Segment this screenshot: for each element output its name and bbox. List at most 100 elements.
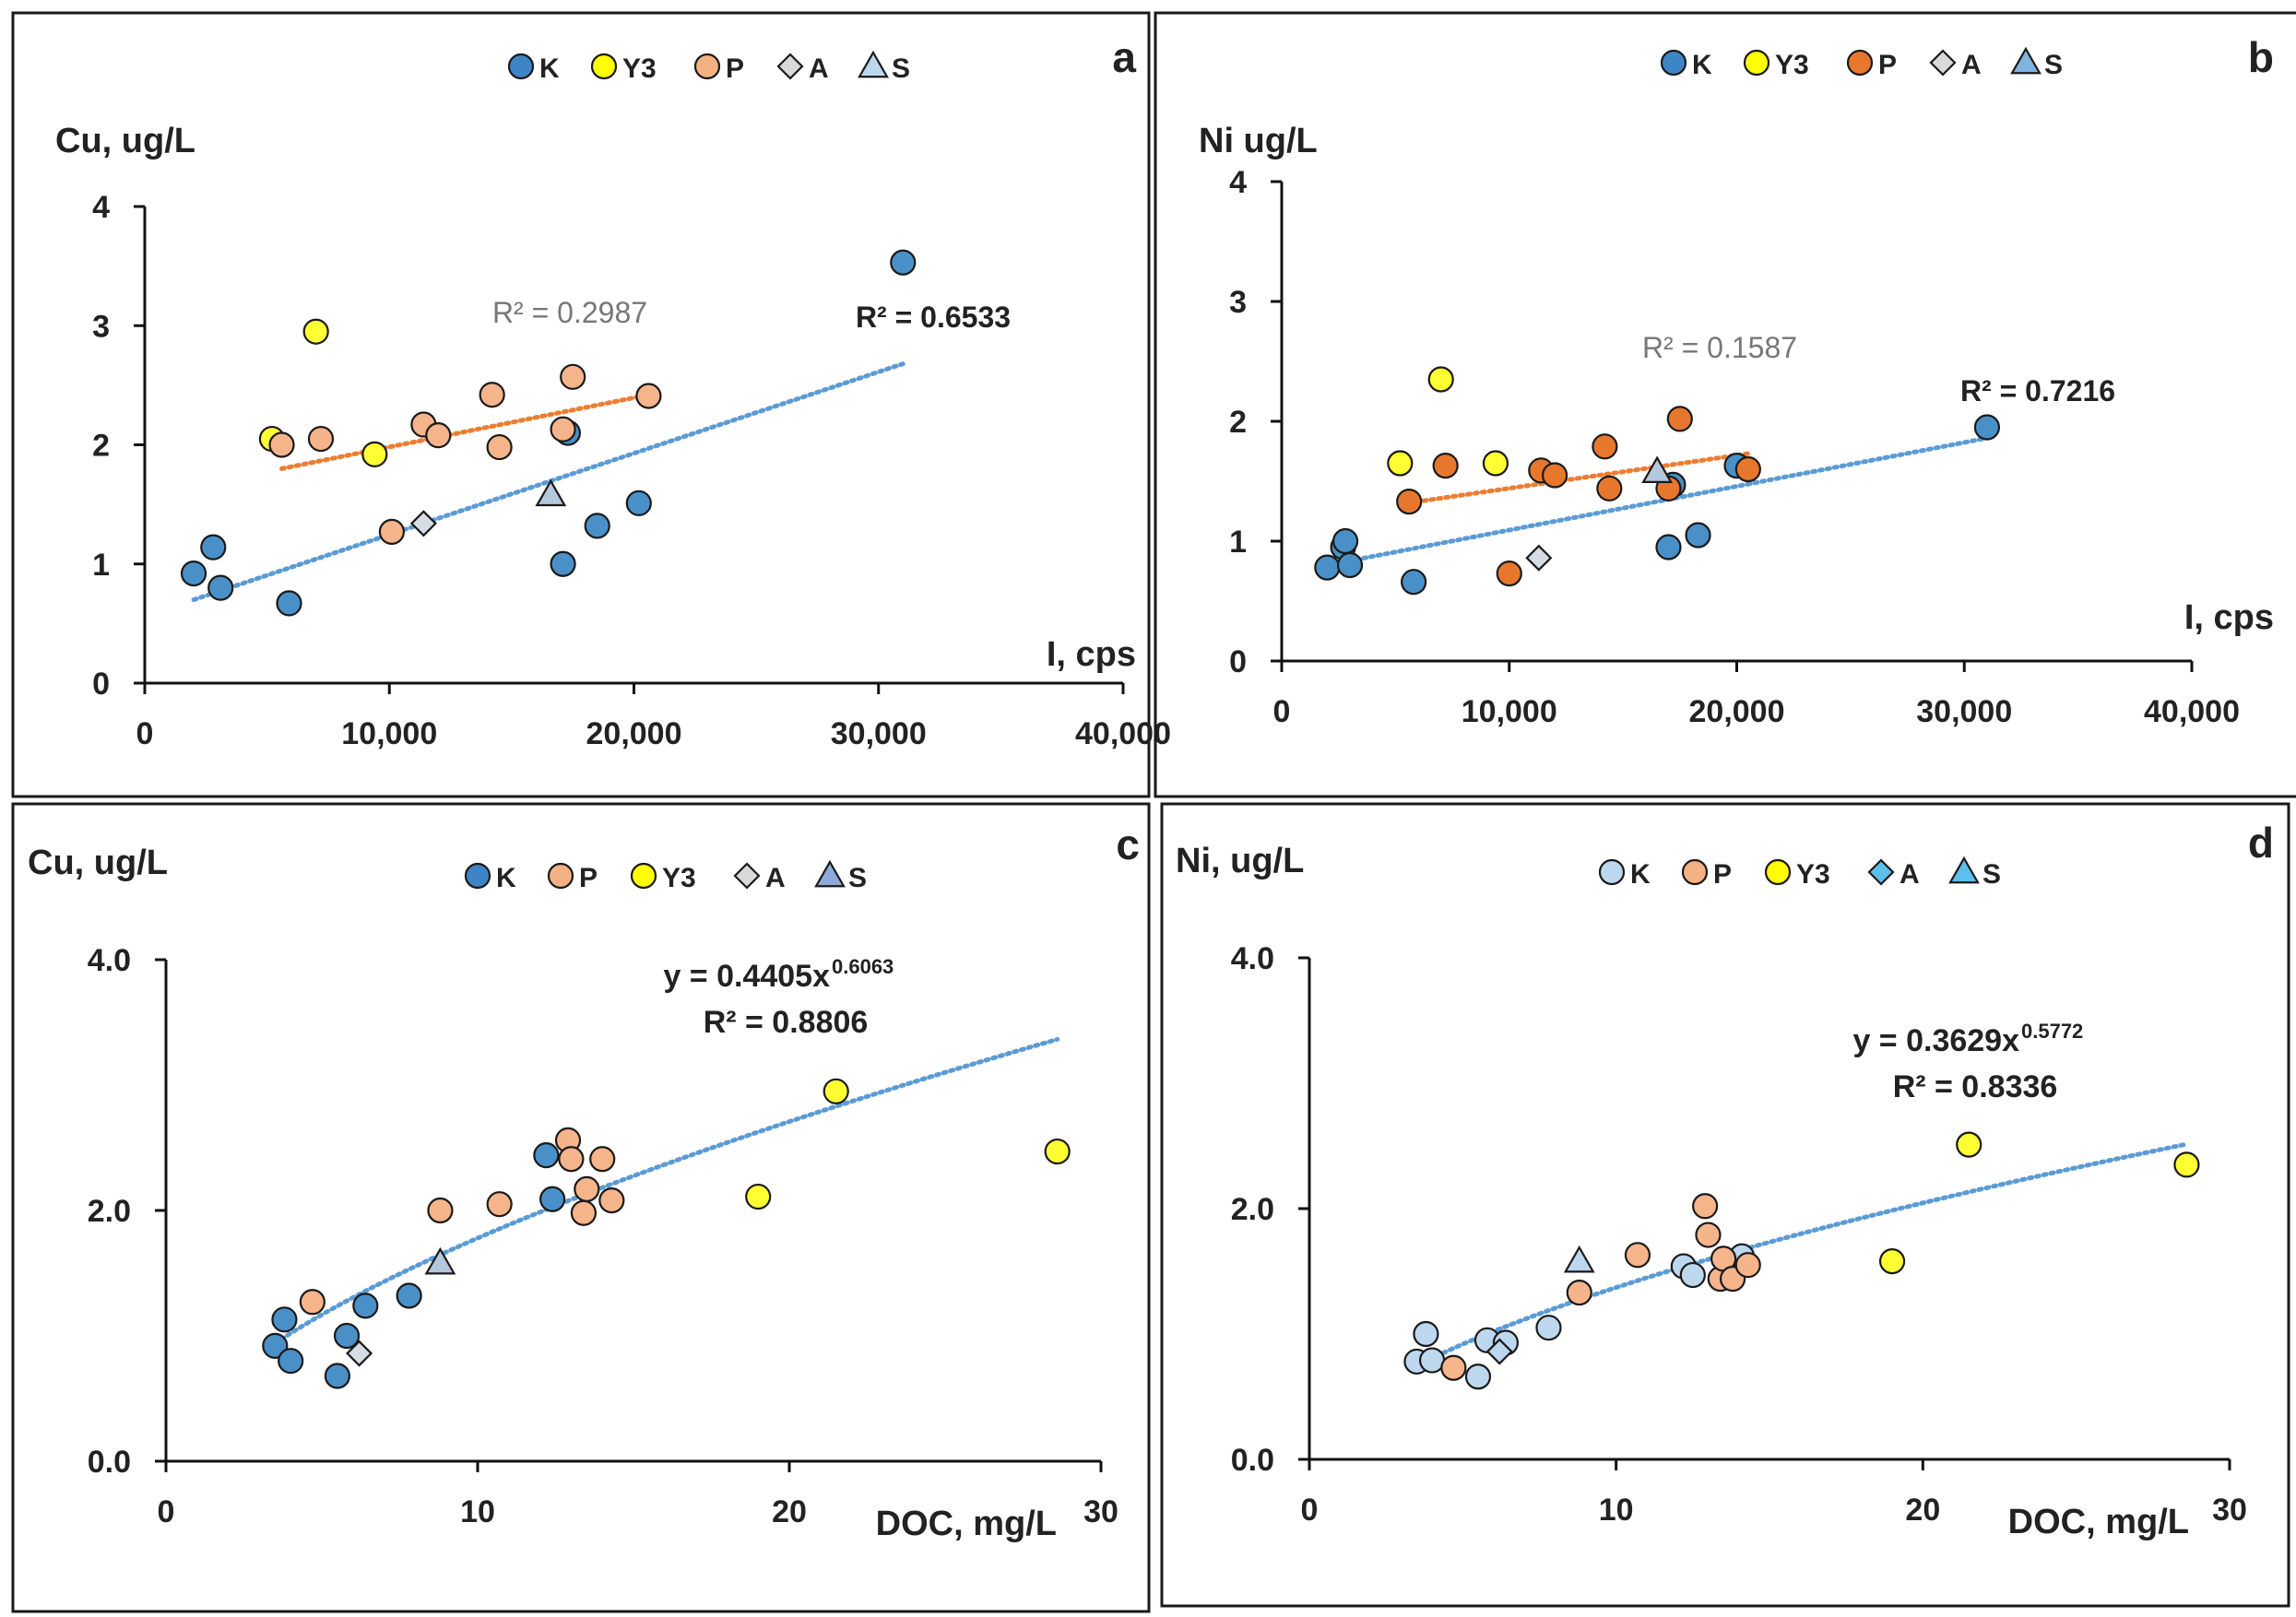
y-axis-title: Ni ug/L — [1199, 122, 1318, 160]
legend-label: Y3 — [1775, 50, 1809, 80]
legend-label: A — [765, 863, 786, 893]
legend-item-k: K — [507, 53, 560, 84]
legend-marker-circle — [464, 862, 491, 890]
data-point-p — [1496, 560, 1522, 587]
legend-item-s: S — [1948, 856, 2001, 890]
legend-label: K — [496, 863, 516, 893]
data-point-y3 — [361, 441, 388, 467]
y-axis-title: Ni, ug/L — [1176, 842, 1304, 880]
legend-marker-diamond — [733, 862, 761, 890]
series-a — [346, 1340, 373, 1367]
data-point-k — [207, 574, 234, 601]
data-point-k — [180, 560, 207, 587]
x-axis-title: DOC, mg/L — [876, 1505, 1057, 1543]
series-p — [1440, 1193, 1761, 1381]
data-point-p — [486, 1191, 513, 1218]
legend-item-k: K — [1660, 49, 1712, 80]
data-point-p — [1666, 406, 1693, 432]
x-tick-label: 30,000 — [1916, 694, 2012, 729]
data-point-k — [584, 513, 610, 539]
legend-marker-diamond — [1929, 49, 1957, 77]
series-a — [409, 510, 437, 537]
legend-label: A — [809, 53, 829, 84]
data-point-s — [424, 1246, 456, 1275]
trend-r2-label: R² = 0.8806 — [704, 1005, 869, 1040]
data-point-p — [1695, 1222, 1722, 1248]
x-axis-title: I, cps — [2184, 598, 2274, 637]
data-point-p — [598, 1187, 625, 1214]
panel-frame — [11, 802, 1151, 1613]
trendline — [1414, 1141, 2189, 1368]
legend-marker-circle — [590, 53, 618, 80]
y-tick-label: 2 — [1229, 405, 1247, 440]
legend-item-k: K — [1598, 858, 1651, 890]
y-tick-label: 0.0 — [88, 1445, 131, 1480]
data-point-k — [1685, 522, 1711, 549]
legend-marker-triangle — [1948, 856, 1980, 884]
x-tick-label: 0 — [1273, 694, 1291, 729]
chart-panel-c: 0.0 2.0 4.0 0 10 20 30 Cu, ug/L DOC, mg/L c K P Y3 A S… — [11, 802, 1151, 1613]
data-point-k — [1655, 534, 1682, 561]
data-point-p — [299, 1289, 325, 1316]
series-p — [299, 1127, 625, 1316]
legend-marker-circle — [507, 53, 535, 80]
trend-r2-label: R² = 0.2987 — [492, 296, 647, 329]
x-tick-label: 10,000 — [1462, 694, 1557, 729]
data-point-a — [409, 510, 437, 537]
series-s — [424, 1246, 456, 1275]
legend-label: A — [1961, 50, 1982, 80]
data-point-y3 — [1878, 1248, 1906, 1275]
series-s — [1563, 1245, 1595, 1273]
legend-item-y3: Y3 — [590, 53, 657, 84]
x-tick-label: 0 — [1301, 1493, 1319, 1528]
data-point-k — [533, 1142, 560, 1169]
legend-item-s: S — [814, 859, 867, 893]
legend-item-a: A — [1929, 49, 1982, 80]
trend-equation-exponent: 0.5772 — [2021, 1020, 2083, 1043]
x-axis-title: DOC, mg/L — [2008, 1503, 2189, 1541]
y-tick-label: 0 — [92, 667, 110, 702]
legend-item-p: P — [693, 53, 744, 84]
data-point-p — [427, 1197, 454, 1224]
chart-panel-b: 0 1 2 3 4 0 10,000 20,000 30,000 40,000 Ni ug/L I, … — [1154, 11, 2296, 798]
legend-label: S — [2044, 50, 2063, 80]
x-tick-label: 40,000 — [2144, 694, 2240, 729]
data-point-p — [1440, 1354, 1467, 1381]
data-point-p — [1734, 455, 1761, 483]
x-tick-label: 20,000 — [586, 716, 682, 751]
data-point-y3 — [302, 318, 329, 345]
x-tick-label: 0 — [136, 716, 154, 751]
data-point-k — [1973, 414, 2001, 441]
data-point-p — [486, 433, 513, 461]
y-axis-title: Cu, ug/L — [55, 122, 195, 160]
legend-label: P — [1878, 50, 1897, 80]
data-point-k — [1314, 554, 1341, 581]
trendline — [1406, 451, 1751, 505]
legend-item-y3: Y3 — [1743, 49, 1809, 80]
legend-item-p: P — [1846, 49, 1897, 80]
legend-item-y3: Y3 — [1764, 858, 1830, 890]
legend-marker-circle — [1743, 49, 1770, 77]
data-point-k — [1679, 1261, 1706, 1289]
data-point-k — [1418, 1347, 1446, 1374]
data-point-a — [1485, 1338, 1513, 1365]
legend-marker-circle — [693, 53, 721, 80]
series-k — [180, 249, 917, 617]
x-tick-label: 10,000 — [341, 716, 437, 751]
trend-r2-label: R² = 0.1587 — [1642, 331, 1797, 364]
trend-equation: y = 0.3629x — [1852, 1023, 2019, 1058]
data-point-y3 — [1956, 1131, 1982, 1158]
panel-letter: b — [2248, 33, 2274, 81]
data-point-p — [268, 431, 295, 458]
trend-r2-label: R² = 0.6533 — [856, 301, 1011, 334]
data-point-k — [890, 249, 917, 276]
legend-marker-circle — [1764, 858, 1792, 886]
data-point-k — [200, 534, 227, 561]
series-y3 — [1387, 366, 1509, 477]
data-point-p — [589, 1146, 616, 1173]
data-point-p — [574, 1175, 600, 1202]
x-tick-label: 30 — [1083, 1494, 1118, 1529]
trend-r2-label: R² = 0.7216 — [1960, 374, 2115, 407]
series-p — [268, 363, 662, 545]
